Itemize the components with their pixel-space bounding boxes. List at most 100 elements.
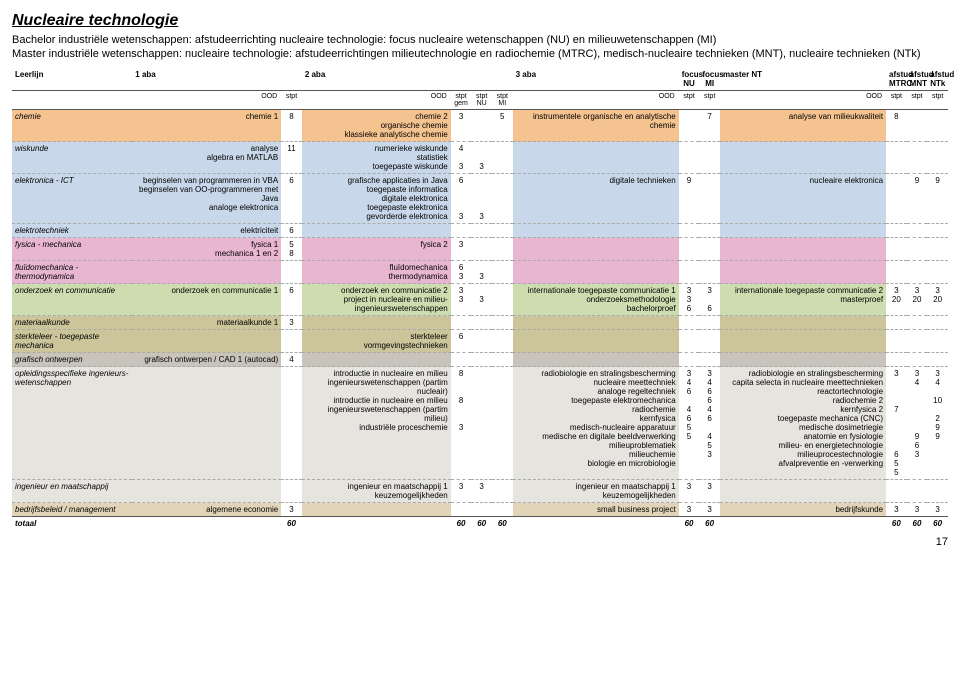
col3-stpt-mi [699,316,720,330]
sub-ood2: OOD [302,91,451,110]
hdr-af-ntk: afstud NTk [927,68,948,91]
col4-stpt-mtrc [886,480,907,503]
col4-stpt-ntk: 3 20 [927,284,948,316]
table-row: grafisch ontwerpengrafisch ontwerpen / C… [12,353,948,367]
totaal-label: totaal [12,517,132,531]
sub-stpt3a: stpt [679,91,700,110]
col1-stpt [281,367,302,480]
col1-stpt: 5 8 [281,238,302,261]
col3-stpt-mi: 3 6 [699,284,720,316]
col4-stpt-mtrc [886,142,907,174]
col4-stpt-mtrc [886,353,907,367]
col2-stpt-mi [492,503,513,517]
hdr-2aba: 2 aba [302,68,513,91]
col3-course: radiobiologie en stralingsbescherming nu… [513,367,679,480]
col3-stpt-mi: 3 [699,480,720,503]
col3-stpt-mi: 3 4 6 6 4 6 4 5 3 [699,367,720,480]
col4-stpt-ntk [927,316,948,330]
col3-course [513,316,679,330]
col3-stpt-nu [679,353,700,367]
table-row: elektronica - ICTbeginselen van programm… [12,174,948,224]
col3-stpt-nu [679,224,700,238]
col2-course: chemie 2 organische chemie klassieke ana… [302,110,451,142]
hdr-3aba: 3 aba [513,68,679,91]
col1-stpt [281,261,302,284]
hdr-af-mnt: afstud MNT [907,68,928,91]
col3-course [513,261,679,284]
col4-stpt-mnt [907,110,928,142]
leerlijn-cell: materiaalkunde [12,316,132,330]
col2-stpt-nu: 3 [471,284,492,316]
col3-stpt-nu: 3 [679,480,700,503]
totaal-4c: 60 [927,517,948,531]
col2-course [302,353,451,367]
desc-bachelor: Bachelor industriële wetenschappen: afst… [12,34,948,46]
col3-stpt-mi: 7 [699,110,720,142]
col1-course: grafisch ontwerpen / CAD 1 (autocad) [132,353,281,367]
leerlijn-cell: chemie [12,110,132,142]
col3-stpt-nu [679,110,700,142]
col4-stpt-mtrc [886,316,907,330]
col4-stpt-mtrc [886,261,907,284]
desc-master: Master industriële wetenschappen: nuclea… [12,48,948,60]
col4-stpt-ntk [927,142,948,174]
col4-course [720,142,886,174]
col2-stpt-gem: 6 3 [451,174,472,224]
col4-course [720,480,886,503]
col3-stpt-mi [699,353,720,367]
col4-stpt-ntk [927,353,948,367]
col1-stpt: 3 [281,316,302,330]
leerlijn-cell: fluïdomechanica - thermodynamica [12,261,132,284]
col4-course: analyse van milieukwaliteit [720,110,886,142]
col2-stpt-mi [492,261,513,284]
col1-stpt: 6 [281,224,302,238]
col4-stpt-ntk [927,480,948,503]
page-title: Nucleaire technologie [12,12,948,30]
col4-stpt-mnt [907,238,928,261]
col1-course: onderzoek en communicatie 1 [132,284,281,316]
col1-course [132,367,281,480]
totaal-2g: 60 [451,517,472,531]
col2-stpt-gem: 6 3 [451,261,472,284]
col3-stpt-nu: 3 3 6 [679,284,700,316]
sub-stpt-mi: stpt MI [492,91,513,110]
leerlijn-cell: elektronica - ICT [12,174,132,224]
col3-stpt-nu [679,316,700,330]
col2-course: ingenieur en maatschappij 1 keuzemogelij… [302,480,451,503]
col2-stpt-nu [471,353,492,367]
col2-course [302,224,451,238]
col4-stpt-mnt: 3 [907,503,928,517]
col3-stpt-mi [699,224,720,238]
col4-stpt-mnt [907,316,928,330]
col2-stpt-gem [451,316,472,330]
col1-course: elektriciteit [132,224,281,238]
totaal-4a: 60 [886,517,907,531]
table-row: materiaalkundemateriaalkunde 13 [12,316,948,330]
col1-stpt: 6 [281,174,302,224]
col1-course: chemie 1 [132,110,281,142]
col4-stpt-ntk [927,224,948,238]
col3-stpt-mi: 3 [699,503,720,517]
col1-stpt: 4 [281,353,302,367]
col2-stpt-gem [451,353,472,367]
col3-course: ingenieur en maatschappij 1 keuzemogelij… [513,480,679,503]
sub-stpt4a: stpt [886,91,907,110]
col3-course: internationale toegepaste communicatie 1… [513,284,679,316]
col3-stpt-nu: 3 4 6 4 6 5 5 [679,367,700,480]
col1-stpt [281,330,302,353]
col4-stpt-mnt [907,353,928,367]
col3-course [513,224,679,238]
leerlijn-cell: grafisch ontwerpen [12,353,132,367]
curriculum-table: Leerlijn 1 aba 2 aba 3 aba focus NU focu… [12,68,948,530]
col4-stpt-ntk [927,110,948,142]
col3-course [513,330,679,353]
col3-stpt-mi [699,261,720,284]
col3-stpt-nu [679,330,700,353]
col2-course: fluïdomechanica thermodynamica [302,261,451,284]
col2-stpt-nu: 3 [471,261,492,284]
leerlijn-cell: elektrotechniek [12,224,132,238]
totaal-2n: 60 [471,517,492,531]
col4-course [720,316,886,330]
col2-course: onderzoek en communicatie 2 project in n… [302,284,451,316]
totaal-3m: 60 [699,517,720,531]
